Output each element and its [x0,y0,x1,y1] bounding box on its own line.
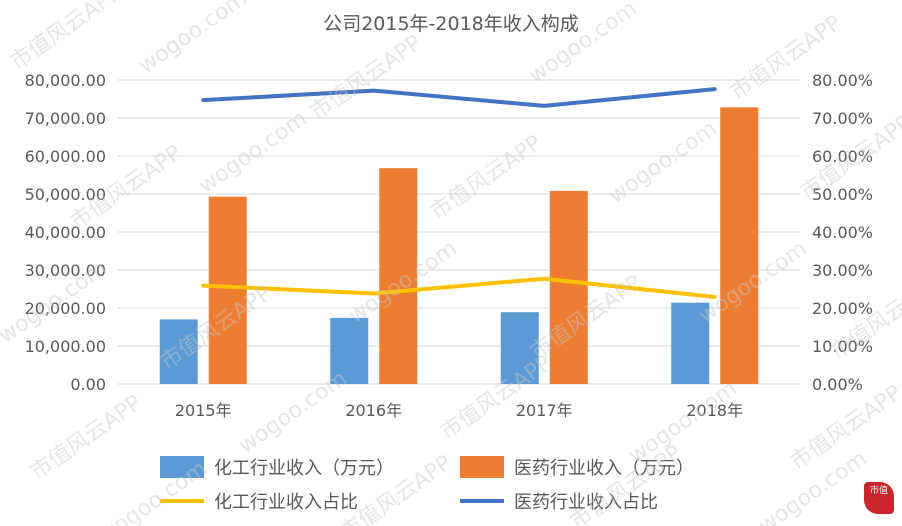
y-right-tick-label: 30.00% [812,261,873,280]
y-left-tick-label: 60,000.00 [25,147,106,166]
x-tick-label: 2018年 [686,401,743,420]
y-left-tick-label: 20,000.00 [25,299,106,318]
chart-title: 公司2015年-2018年收入构成 [323,13,579,35]
y-left-tick-label: 40,000.00 [25,223,106,242]
x-tick-label: 2015年 [175,401,232,420]
bar-pharma-2015年 [208,196,247,384]
y-right-tick-label: 20.00% [812,299,873,318]
legend-swatch [460,456,504,478]
legend-label: 化工行业收入（万元） [214,458,394,479]
y-left-tick-label: 30,000.00 [25,261,106,280]
y-right-tick-label: 80.00% [812,71,873,90]
y-right-tick-label: 40.00% [812,223,873,242]
bar-chemical-2015年 [159,319,198,384]
y-right-tick-label: 10.00% [812,337,873,356]
legend-swatch [160,456,204,478]
bar-pharma-2018年 [720,107,759,385]
legend-label: 医药行业收入占比 [514,492,658,513]
legend-label: 化工行业收入占比 [214,492,358,513]
y-left-tick-label: 80,000.00 [25,71,106,90]
legend-label: 医药行业收入（万元） [514,458,694,479]
y-left-tick-label: 0.00 [70,375,106,394]
y-right-tick-label: 70.00% [812,109,873,128]
brand-logo: 市值 [864,482,894,514]
y-right-tick-label: 50.00% [812,185,873,204]
x-tick-label: 2017年 [516,401,573,420]
y-left-tick-label: 10,000.00 [25,337,106,356]
bar-chemical-2017年 [500,312,539,384]
y-right-tick-label: 60.00% [812,147,873,166]
y-left-tick-label: 70,000.00 [25,109,106,128]
line-pharma-share [201,87,717,108]
bar-chemical-2018年 [671,302,710,384]
bar-pharma-2017年 [549,190,588,384]
bar-pharma-2016年 [379,168,418,384]
bar-chemical-2016年 [330,317,369,384]
line-chemical-share [201,276,717,299]
y-right-tick-label: 0.00% [812,375,863,394]
x-tick-label: 2016年 [345,401,402,420]
y-left-tick-label: 50,000.00 [25,185,106,204]
